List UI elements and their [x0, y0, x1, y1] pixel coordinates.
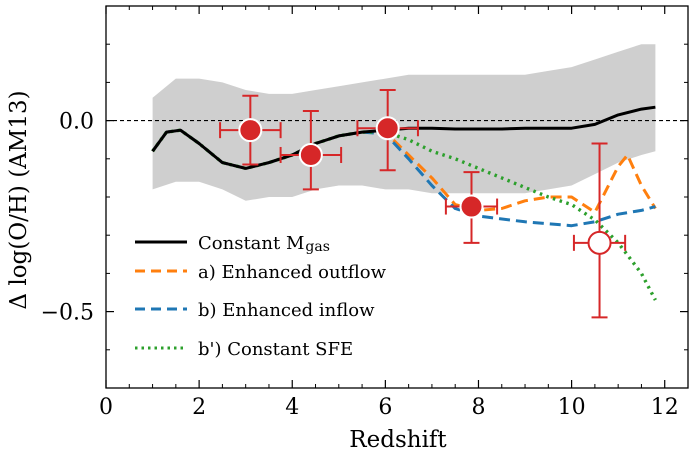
legend-label-enhanced-outflow: a) Enhanced outflow	[198, 262, 387, 283]
observation-0	[219, 94, 282, 166]
observation-marker-1	[298, 142, 323, 167]
observation-1	[279, 110, 343, 191]
x-tick-label-5: 10	[558, 395, 586, 420]
legend-label-constant-mgas: Constant Mgas	[198, 233, 330, 255]
legend-label-constant-mgas-main: Constant M	[198, 233, 304, 254]
x-tick-label-4: 8	[471, 395, 485, 420]
observation-marker-0	[238, 118, 263, 143]
observation-3	[444, 171, 499, 244]
x-axis-title: Redshift	[349, 427, 447, 453]
gray-band	[152, 44, 656, 201]
observation-marker-2	[375, 116, 400, 141]
ticks-layer	[105, 5, 688, 388]
observation-marker-3	[459, 194, 484, 219]
legend-label-constant-mgas-sub: gas	[305, 239, 330, 255]
y-axis-title: Δ log(O/H) (AM13)	[6, 90, 32, 309]
legend-label-enhanced-inflow: b) Enhanced inflow	[198, 300, 375, 321]
plot-area	[106, 44, 688, 319]
x-tick-label-2: 4	[285, 395, 299, 420]
x-tick-label-0: 0	[99, 395, 113, 420]
legend: Constant Mgas a) Enhanced outflow b) Enh…	[135, 233, 387, 360]
observation-2	[356, 89, 419, 172]
legend-label-constant-sfe: b') Constant SFE	[198, 339, 353, 360]
x-tick-label-1: 2	[192, 395, 206, 420]
observations-layer	[219, 89, 627, 319]
x-tick-label-3: 6	[378, 395, 392, 420]
x-tick-label-6: 12	[651, 395, 679, 420]
observation-4	[572, 142, 627, 319]
observation-marker-4	[587, 230, 612, 255]
tick-labels-layer: 0 2 4 6 8 10 12 −0.5 0.0	[41, 110, 679, 420]
band-layer	[152, 44, 656, 201]
y-tick-label-0: −0.5	[41, 301, 94, 326]
y-tick-label-1: 0.0	[59, 110, 94, 135]
